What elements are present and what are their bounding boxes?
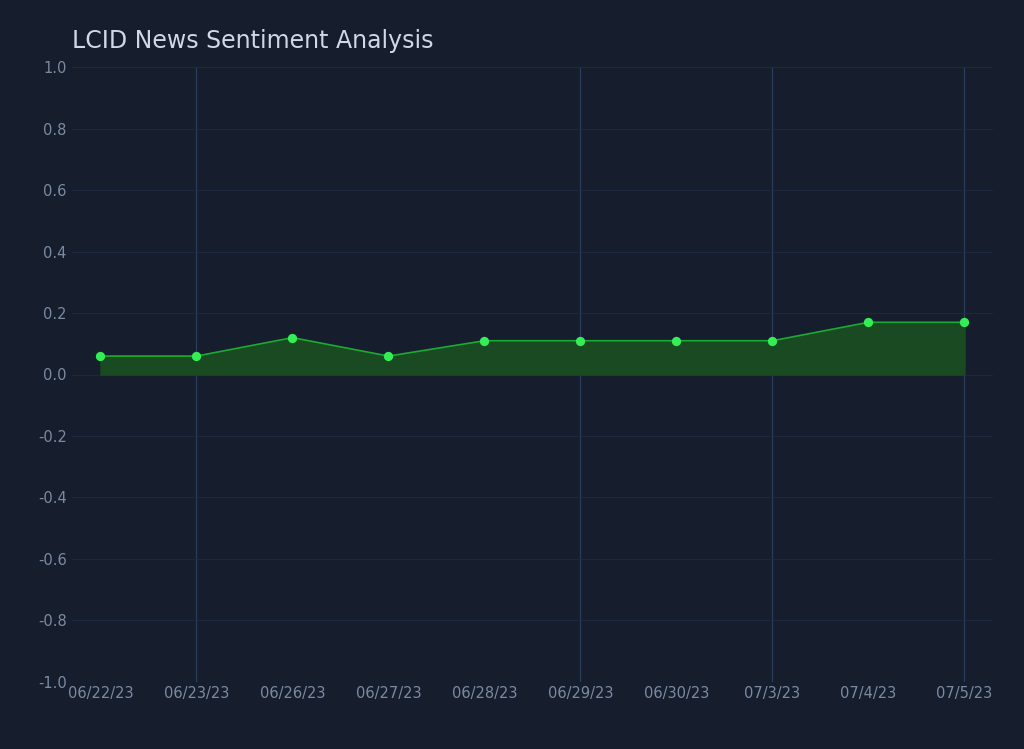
Point (380, 350, 396, 362)
Point (476, 335, 493, 347)
Point (188, 350, 205, 362)
Text: LCID News Sentiment Analysis: LCID News Sentiment Analysis (72, 29, 433, 53)
Point (860, 316, 877, 328)
Point (285, 332, 301, 344)
Point (956, 316, 973, 328)
Point (764, 335, 780, 347)
Point (572, 335, 589, 347)
Point (92, 350, 109, 362)
Point (669, 335, 685, 347)
